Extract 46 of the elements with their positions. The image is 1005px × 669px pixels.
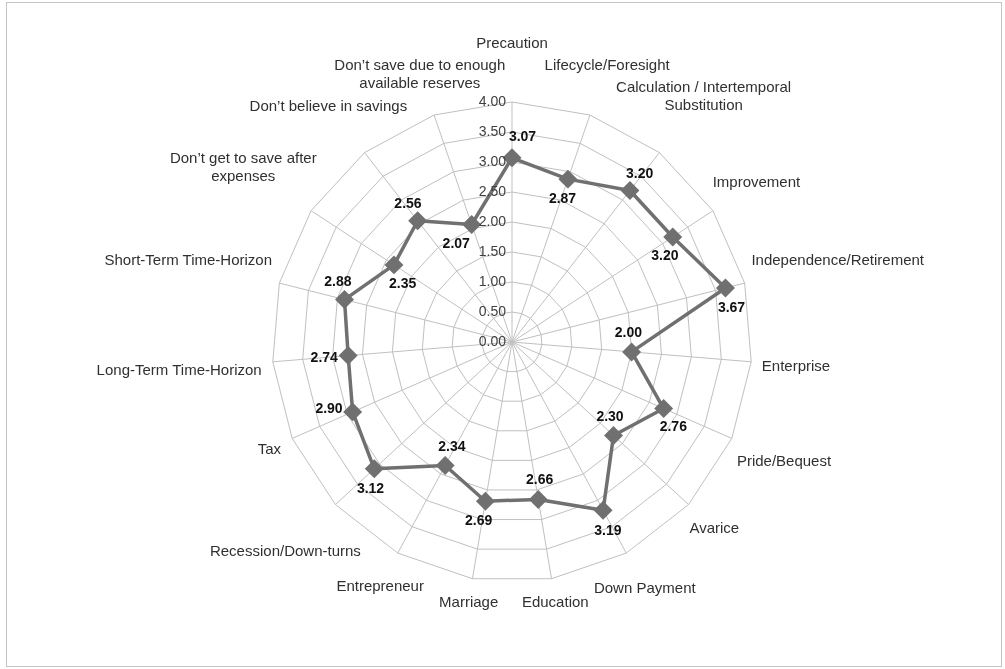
data-label: 3.19 <box>594 521 622 538</box>
data-label: 2.90 <box>315 399 343 416</box>
data-label: 2.34 <box>438 438 466 455</box>
data-label: 3.67 <box>717 298 746 315</box>
spoke-label: Independence/Retirement <box>751 250 925 268</box>
data-label: 3.20 <box>625 164 654 181</box>
spoke-label: Lifecycle/Foresight <box>544 56 671 74</box>
spoke-label: Education <box>521 592 589 610</box>
spoke-label: Calculation / Intertemporal Substitution <box>616 77 792 113</box>
y-tick-label: 1.50 <box>478 242 507 259</box>
y-tick-label: 0.50 <box>478 302 507 319</box>
spoke-label: Don’t get to save after expenses <box>169 148 317 184</box>
data-label: 2.56 <box>394 195 422 212</box>
spoke-label: Recession/Down-turns <box>209 541 361 559</box>
data-label: 2.66 <box>525 471 554 488</box>
data-label: 2.30 <box>596 407 624 424</box>
spoke-label: Down Payment <box>593 578 697 596</box>
y-tick-label: 2.00 <box>478 212 507 229</box>
spoke-label: Avarice <box>689 519 740 537</box>
data-label: 2.76 <box>659 417 688 434</box>
spoke-label: Tax <box>257 439 282 457</box>
spoke-label: Entrepreneur <box>336 576 424 594</box>
data-label: 2.35 <box>389 274 417 291</box>
spoke-label: Improvement <box>712 173 802 191</box>
data-label: 2.07 <box>442 234 471 251</box>
y-tick-label: 1.00 <box>478 272 507 289</box>
data-label: 3.20 <box>651 247 679 264</box>
spoke-label: Marriage <box>439 592 499 610</box>
y-tick-label: 3.00 <box>478 152 507 169</box>
data-label: 2.88 <box>324 272 352 289</box>
data-label: 2.87 <box>548 190 577 207</box>
y-tick-label: 3.50 <box>478 122 507 139</box>
spoke-label: Don’t believe in savings <box>249 97 408 115</box>
data-label: 2.00 <box>614 324 643 341</box>
data-label: 3.12 <box>356 480 385 497</box>
spoke-label: Enterprise <box>761 356 831 374</box>
spoke-label: Pride/Bequest <box>736 452 832 470</box>
y-tick-label: 4.00 <box>478 92 507 109</box>
data-label: 2.74 <box>310 349 339 366</box>
y-tick-label: 0.00 <box>478 332 507 349</box>
spoke-label: Short-Term Time-Horizon <box>104 251 272 269</box>
spoke-label: Precaution <box>476 34 548 52</box>
spoke-label: Long-Term Time-Horizon <box>96 360 262 378</box>
data-label: 3.07 <box>508 128 537 145</box>
spoke-label: Don’t save due to enough available reserves <box>334 55 506 91</box>
data-label: 2.69 <box>465 511 493 528</box>
